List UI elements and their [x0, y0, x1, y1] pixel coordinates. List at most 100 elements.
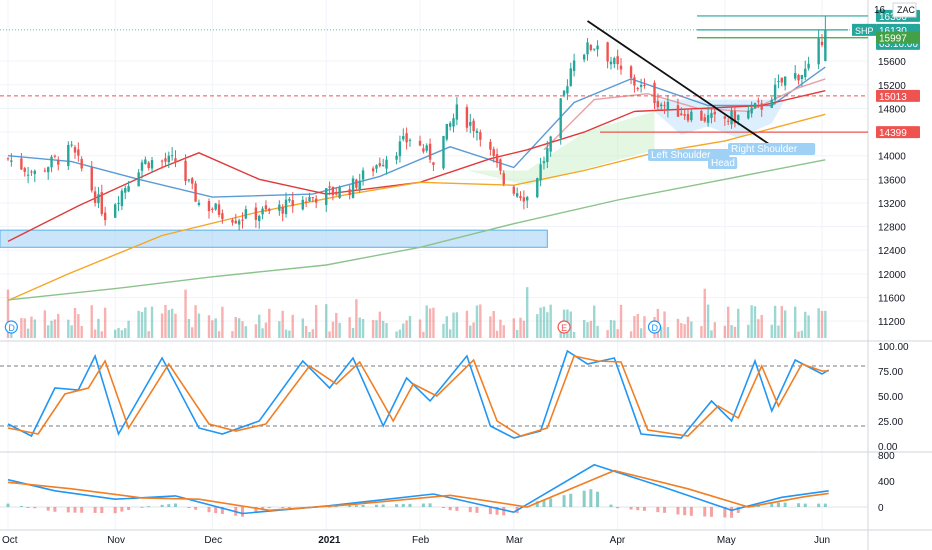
volume-bar	[308, 331, 311, 338]
candle-body	[639, 84, 643, 87]
event-marker-label: E	[561, 323, 567, 333]
macd-histogram-bar	[220, 507, 224, 514]
volume-bar	[425, 305, 428, 338]
candle-body	[184, 160, 187, 182]
macd-histogram-bar	[53, 507, 57, 512]
candle-body	[237, 220, 241, 225]
volume-bar	[67, 319, 70, 338]
volume-bar	[124, 328, 127, 338]
volume-bar	[683, 324, 686, 338]
candle-body	[405, 133, 408, 143]
event-marker-label: D	[8, 323, 15, 333]
price-tag-label: 15013	[879, 92, 907, 103]
price-tag-box	[876, 31, 920, 44]
volume-bar	[170, 308, 174, 338]
volume-bar	[546, 312, 549, 338]
candle-body	[539, 164, 542, 181]
candle-body	[100, 192, 103, 215]
volume-bar	[422, 331, 425, 338]
volume-bar	[261, 328, 264, 338]
candle-body	[160, 160, 164, 162]
volume-bar	[375, 320, 378, 338]
volume-bar	[428, 308, 432, 338]
time-tick-label: Jun	[814, 535, 830, 546]
trendline-line	[587, 20, 783, 154]
macd-histogram-bar	[502, 507, 506, 516]
macd-histogram-bar	[569, 493, 573, 507]
volume-bar	[328, 331, 331, 338]
volume-bar	[331, 321, 335, 338]
macd-histogram-bar	[589, 489, 593, 507]
volume-bar	[217, 331, 221, 338]
candle-body	[26, 174, 30, 176]
volume-bar	[26, 328, 30, 338]
candle-body	[566, 86, 569, 94]
volume-bar	[643, 316, 646, 338]
macd-histogram-bar	[100, 507, 104, 514]
candle-body	[526, 197, 529, 201]
candle-body	[268, 208, 271, 211]
macd-histogram-bar	[803, 503, 807, 507]
volume-bar	[137, 310, 140, 338]
candle-body	[147, 162, 150, 169]
time-axis: Oct Nov Dec 2021 Feb Mar Apr May Jun	[2, 535, 830, 546]
volume-bar	[241, 321, 244, 338]
volume-bar	[50, 320, 53, 338]
macd-histogram-bar	[455, 507, 459, 511]
candle-body	[217, 204, 221, 215]
volume-bar	[475, 305, 479, 338]
macd-histogram-bar	[354, 505, 358, 507]
candle-body	[20, 158, 23, 170]
volume-bar	[727, 306, 730, 338]
macd-histogram-bar	[770, 503, 774, 507]
volume-bar	[536, 314, 539, 338]
price-tick-label: 15200	[878, 81, 906, 92]
currency-badge: ZAC	[897, 5, 916, 15]
volume-bar	[572, 331, 576, 338]
candle-body	[723, 116, 727, 119]
stoch-tick-label: 75.00	[878, 367, 903, 378]
candle-body	[57, 159, 60, 165]
macd-histogram-bar	[240, 507, 244, 517]
candle-body	[381, 165, 385, 167]
candle-body	[690, 111, 693, 121]
candle-body	[753, 103, 757, 109]
stoch-tick-label: 100.00	[878, 342, 909, 353]
candle-body	[103, 212, 107, 221]
candle-body	[398, 141, 402, 157]
candle-body	[70, 144, 73, 146]
stoch-tick-label: 50.00	[878, 392, 903, 403]
candle-body	[30, 171, 33, 173]
volume-bar	[800, 330, 804, 338]
moving-average-line	[7, 113, 826, 302]
volume-bar	[100, 331, 103, 338]
pattern-label-box	[728, 143, 816, 155]
macd-histogram-bar	[817, 503, 821, 507]
trendline[interactable]	[587, 20, 783, 154]
macd-histogram-bar	[160, 504, 164, 507]
volume-bar	[639, 328, 643, 338]
candle-body	[522, 197, 526, 202]
macd-histogram-bar	[468, 507, 472, 513]
candle-body	[264, 205, 268, 210]
symbol-tag: SHP	[855, 26, 874, 36]
volume-bar	[197, 313, 201, 338]
macd-histogram-bar	[448, 507, 452, 511]
candle-body	[117, 202, 120, 205]
candle-body	[254, 207, 258, 220]
volume-bar	[160, 313, 164, 338]
moving-average-line	[7, 159, 826, 301]
candle-body	[619, 65, 623, 70]
volume-bar	[794, 306, 797, 338]
stochastic-panel: 0.00 25.00 50.00 75.00 100.00	[0, 342, 909, 453]
stoch-line	[7, 355, 829, 437]
event-marker-label: D	[652, 323, 659, 333]
macd-histogram-bar	[73, 507, 77, 513]
volume-bar	[713, 322, 717, 338]
volume-bar	[445, 316, 449, 338]
candle-body	[569, 68, 572, 86]
candle-body	[140, 162, 144, 171]
pattern-label: Head	[711, 158, 735, 169]
